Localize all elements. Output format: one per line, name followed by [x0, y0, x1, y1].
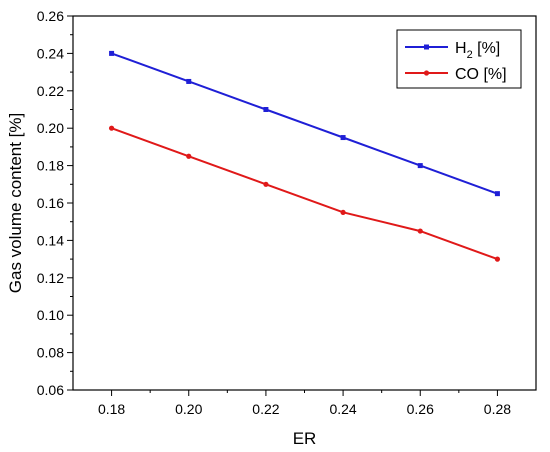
- data-point: [109, 50, 115, 56]
- y-axis-title: Gas volume content [%]: [6, 113, 25, 293]
- legend-label: H2 [%]: [455, 40, 500, 61]
- series-h2: [109, 50, 500, 197]
- y-tick-label: 0.16: [37, 195, 64, 211]
- legend: H2 [%] CO [%]: [396, 29, 522, 89]
- y-tick-label: 0.06: [37, 382, 64, 398]
- x-tick-label: 0.24: [329, 401, 356, 417]
- data-point: [263, 181, 269, 187]
- data-point: [494, 191, 500, 197]
- x-axis: 0.18 0.20 0.22 0.24 0.26 0.28: [98, 390, 511, 417]
- data-point: [340, 135, 346, 141]
- series-line: [111, 127, 498, 261]
- legend-marker: [424, 44, 429, 50]
- y-tick-label: 0.22: [37, 83, 64, 99]
- data-point: [417, 228, 423, 234]
- legend-label: CO [%]: [455, 66, 507, 83]
- y-axis: 0.06 0.08 0.10 0.12 0.14 0.16 0.18 0.20 0.22 0.24…: [37, 8, 73, 398]
- data-point: [263, 107, 269, 112]
- x-tick-label: 0.26: [407, 401, 434, 417]
- data-point: [186, 78, 192, 84]
- y-tick-label: 0.26: [37, 8, 64, 24]
- series-co: [108, 125, 501, 262]
- y-tick-label: 0.10: [37, 307, 64, 323]
- y-tick-label: 0.14: [37, 232, 64, 248]
- legend-marker: [423, 70, 430, 76]
- data-point: [340, 209, 346, 215]
- data-point: [108, 125, 115, 131]
- series-layer: [108, 50, 501, 262]
- data-point: [494, 256, 501, 262]
- x-axis-title: ER: [293, 429, 317, 448]
- data-point: [186, 153, 192, 159]
- y-tick-label: 0.24: [37, 45, 64, 61]
- x-tick-label: 0.18: [98, 401, 125, 417]
- y-tick-label: 0.20: [37, 120, 64, 136]
- legend-item: CO [%]: [405, 66, 507, 83]
- legend-box: [396, 29, 522, 89]
- y-tick-label: 0.08: [37, 345, 64, 361]
- x-tick-label: 0.22: [252, 401, 279, 417]
- series-line: [111, 52, 498, 195]
- y-tick-label: 0.18: [37, 158, 64, 174]
- x-tick-label: 0.28: [484, 401, 511, 417]
- legend-item: H2 [%]: [405, 40, 500, 61]
- x-tick-label: 0.20: [175, 401, 202, 417]
- y-tick-label: 0.12: [37, 270, 64, 286]
- data-point: [417, 163, 423, 169]
